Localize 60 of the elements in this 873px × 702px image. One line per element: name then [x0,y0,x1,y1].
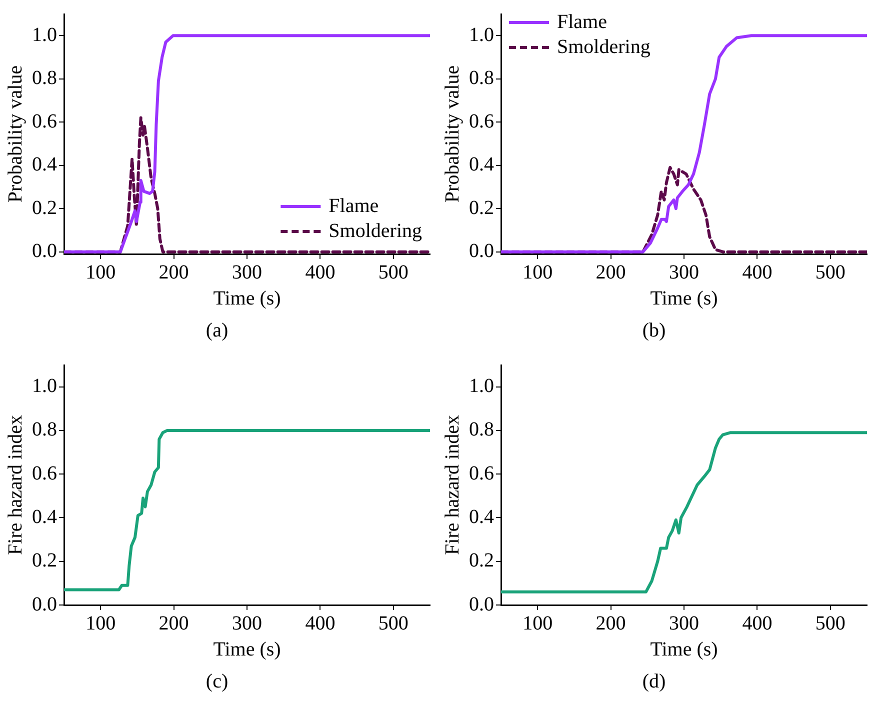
y-tick-label: 0.8 [469,418,494,441]
y-tick-label: 0.6 [469,110,494,132]
x-axis-title: Time (s) [650,287,718,310]
y-tick-label: 0.0 [32,240,57,262]
legend-label: Flame [328,194,379,217]
x-tick-label: 100 [522,612,553,634]
y-tick-label: 0.8 [32,67,57,90]
y-tick-label: 0.6 [32,110,57,132]
y-axis-title: Fire hazard index [441,415,464,555]
x-tick-label: 300 [232,261,262,284]
text: (d) [642,670,666,692]
y-tick-label: 0.4 [32,506,57,528]
y-tick-label: 0.6 [32,462,57,484]
text: (a) [206,319,228,342]
x-tick-label: 500 [378,612,408,634]
y-tick-label: 0.0 [469,240,494,262]
x-tick-label: 300 [669,261,699,284]
x-tick-label: 200 [158,612,189,634]
y-axis-title: Probability value [441,65,464,203]
x-tick-label: 100 [522,261,553,284]
x-tick-label: 100 [86,261,116,284]
x-tick-label: 400 [742,612,772,634]
y-tick-label: 1.0 [469,24,494,46]
y-tick-label: 1.0 [32,24,57,46]
legend-label: Smoldering [557,36,650,58]
y-tick-label: 0.0 [469,593,494,616]
y-tick-label: 0.2 [32,550,57,572]
legend-label: Smoldering [328,220,422,242]
text: (b) [642,319,666,342]
x-axis-title: Time (s) [213,287,281,310]
y-tick-label: 0.4 [469,506,494,528]
x-tick-label: 400 [305,261,336,284]
x-axis-title: Time (s) [650,638,718,660]
x-tick-label: 200 [596,612,626,634]
text: (c) [206,670,228,692]
y-tick-label: 0.2 [469,550,494,572]
y-tick-label: 1.0 [469,375,494,398]
legend-label: Flame [557,10,608,33]
y-tick-label: 1.0 [32,375,57,398]
y-tick-label: 0.8 [32,418,57,441]
x-tick-label: 200 [596,261,626,284]
x-tick-label: 200 [158,261,189,284]
y-tick-label: 0.4 [32,154,57,176]
y-tick-label: 0.2 [32,196,57,219]
y-tick-label: 0.8 [469,67,494,90]
x-tick-label: 300 [669,612,699,634]
x-axis-title: Time (s) [213,638,281,660]
x-tick-label: 300 [232,612,262,634]
y-axis-title: Fire hazard index [4,415,26,555]
y-tick-label: 0.6 [469,462,494,484]
y-tick-label: 0.0 [32,593,57,616]
x-tick-label: 400 [742,261,772,284]
x-tick-label: 500 [815,612,846,634]
x-tick-label: 100 [86,612,116,634]
x-tick-label: 500 [378,261,408,284]
x-tick-label: 500 [815,261,846,284]
y-axis-title: Probability value [4,65,26,203]
y-tick-label: 0.2 [469,196,494,219]
y-tick-label: 0.4 [469,154,494,176]
x-tick-label: 400 [305,612,336,634]
